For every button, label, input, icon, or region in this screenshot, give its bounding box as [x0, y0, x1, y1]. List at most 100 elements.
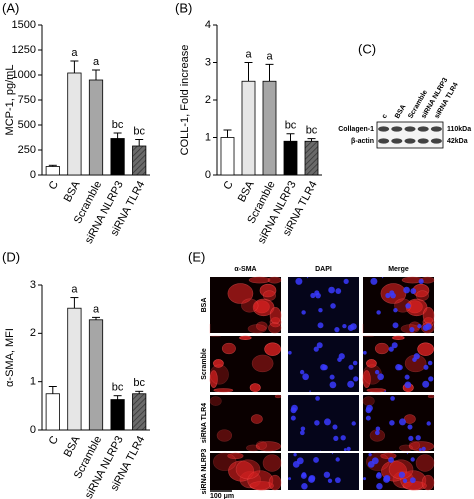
red-cell	[209, 364, 229, 385]
red-cell	[362, 370, 371, 388]
lane-label: c	[381, 113, 389, 120]
red-cell	[248, 276, 271, 284]
nucleus	[347, 380, 355, 388]
x-tick-label: BSA	[62, 434, 83, 460]
significance-label: bc	[285, 120, 297, 132]
red-cell	[255, 441, 282, 452]
panel-label: (B)	[175, 0, 192, 15]
blot-band	[417, 126, 429, 132]
nucleus	[389, 420, 395, 426]
nucleus	[418, 278, 424, 284]
nucleus	[417, 323, 422, 329]
nucleus	[299, 369, 305, 375]
red-cell	[388, 459, 414, 480]
significance-label: a	[93, 303, 100, 315]
micrograph-background	[288, 336, 359, 392]
y-tick-label: 0	[30, 169, 36, 181]
nucleus	[392, 322, 399, 329]
red-cell	[394, 298, 412, 313]
nucleus	[398, 471, 406, 478]
y-tick-label: 250	[18, 144, 36, 156]
blot-band	[430, 126, 442, 132]
column-header: α-SMA	[234, 266, 256, 273]
nucleus	[329, 374, 335, 380]
red-cell	[422, 307, 435, 324]
bar	[304, 140, 319, 176]
nucleus	[391, 342, 398, 349]
blot-band	[391, 138, 403, 144]
nucleus	[288, 350, 292, 355]
significance-label: bc	[306, 125, 318, 137]
red-cell	[249, 383, 261, 393]
nucleus	[363, 350, 367, 355]
red-cell	[274, 394, 282, 399]
nucleus	[388, 457, 394, 463]
significance-label: bc	[112, 382, 124, 394]
red-cell	[246, 444, 260, 452]
blot-band	[391, 126, 403, 132]
bar	[110, 399, 125, 431]
column-header: Merge	[388, 266, 409, 273]
nucleus	[333, 435, 339, 441]
nucleus	[377, 373, 384, 381]
significance-label: bc	[133, 125, 145, 137]
red-cell	[216, 429, 233, 442]
nucleus	[404, 374, 410, 380]
x-tick-label: BSA	[62, 179, 83, 205]
red-cell	[269, 307, 282, 324]
x-tick-label: C	[47, 434, 61, 447]
nucleus	[374, 430, 380, 436]
nucleus	[376, 483, 383, 490]
nucleus	[300, 472, 307, 479]
nucleus	[375, 472, 382, 479]
nucleus	[426, 421, 431, 426]
nucleus	[342, 323, 347, 329]
red-cell	[250, 414, 263, 424]
y-tick-label: 0	[30, 424, 36, 436]
significance-label: a	[266, 50, 273, 62]
nucleus	[347, 324, 354, 331]
nucleus	[296, 457, 304, 465]
nucleus	[288, 395, 289, 396]
significance-label: a	[93, 56, 100, 68]
red-cell	[366, 359, 377, 368]
bar	[45, 393, 60, 431]
panel-label: (E)	[188, 249, 205, 264]
nucleus	[405, 303, 411, 309]
blot-frame	[376, 121, 444, 149]
red-cell	[221, 342, 236, 355]
nucleus	[421, 446, 426, 451]
red-cell	[415, 290, 429, 301]
bar	[110, 138, 125, 176]
bar	[45, 166, 60, 176]
red-cell	[213, 388, 234, 393]
micrograph-cell	[362, 335, 434, 393]
nucleus	[343, 448, 347, 452]
nucleus	[413, 353, 420, 360]
column-header: DAPI	[315, 266, 332, 273]
nucleus	[315, 292, 321, 299]
y-tick-label: 500	[18, 119, 36, 131]
red-cell	[209, 396, 222, 406]
bar	[88, 319, 104, 431]
bar	[241, 80, 256, 176]
nucleus	[381, 277, 384, 279]
red-cell	[264, 342, 281, 356]
nucleus	[330, 303, 336, 309]
nucleus	[393, 307, 398, 313]
red-cell	[235, 459, 261, 480]
red-cell	[251, 354, 274, 373]
x-tick-label: BSA	[236, 179, 257, 205]
red-cell	[366, 388, 387, 393]
red-cell	[213, 359, 224, 368]
red-cell	[417, 342, 434, 356]
blot-row-label: Collagen-1	[338, 126, 374, 133]
bar	[67, 72, 82, 176]
nucleus	[376, 310, 381, 315]
y-tick-label: 2	[205, 94, 211, 106]
y-tick-label: 3	[30, 279, 36, 291]
bar	[88, 79, 104, 176]
nucleus	[366, 404, 373, 412]
nucleus	[299, 430, 305, 436]
red-cell	[247, 324, 267, 334]
